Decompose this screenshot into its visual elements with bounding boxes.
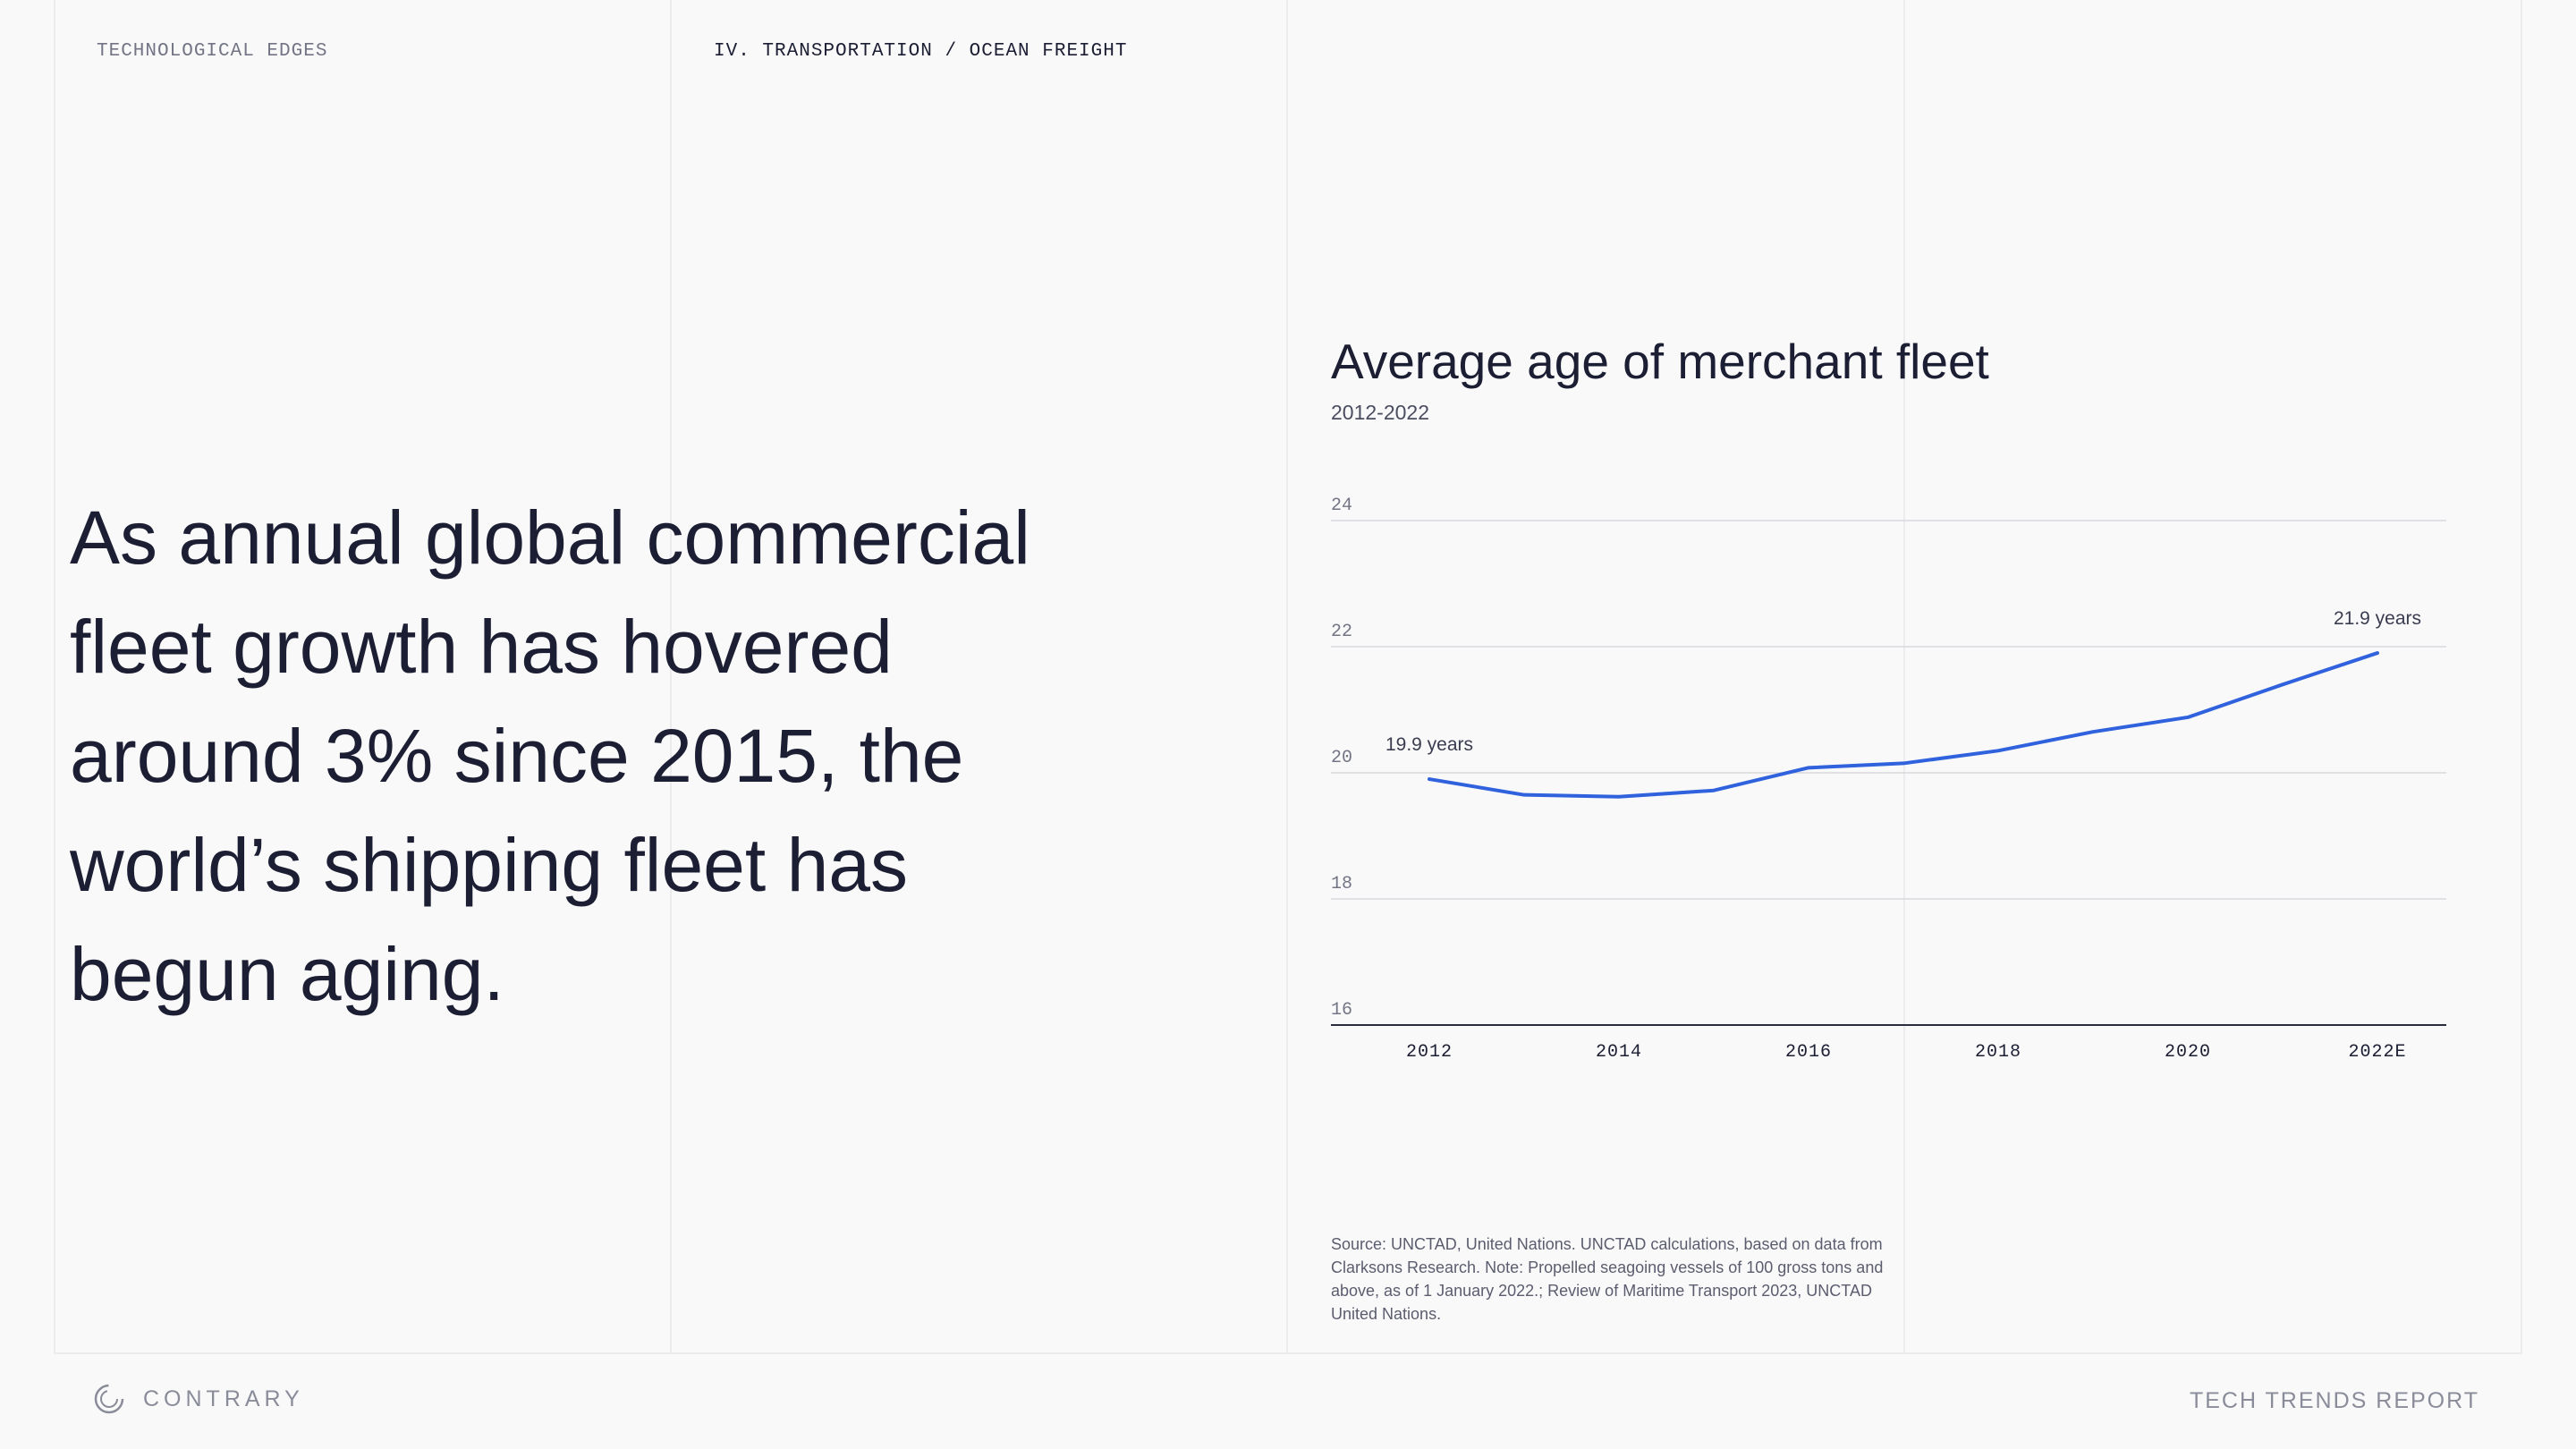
y-tick-label: 18 bbox=[1331, 874, 1352, 894]
headline: As annual global commercial fleet growth… bbox=[70, 496, 1030, 1016]
footer-divider bbox=[54, 1352, 2522, 1354]
x-tick-label: 2016 bbox=[1785, 1042, 1832, 1063]
y-tick-label: 16 bbox=[1331, 1000, 1352, 1021]
x-tick-label: 2014 bbox=[1596, 1042, 1642, 1063]
brand-name: CONTRARY bbox=[143, 1385, 304, 1411]
contrary-logo-icon bbox=[94, 1384, 124, 1414]
breadcrumb: IV. TRANSPORTATION / OCEAN FREIGHT bbox=[714, 41, 1128, 62]
grid-divider bbox=[670, 0, 672, 1352]
data-label: 21.9 years bbox=[2334, 608, 2421, 629]
x-tick-label: 2022E bbox=[2348, 1042, 2406, 1063]
category-label: TECHNOLOGICAL EDGES bbox=[97, 41, 328, 62]
chart-title: Average age of merchant fleet bbox=[1331, 334, 1989, 389]
grid-divider bbox=[1903, 0, 1905, 1352]
data-label: 19.9 years bbox=[1385, 734, 1473, 755]
y-tick-label: 20 bbox=[1331, 748, 1352, 768]
x-tick-label: 2020 bbox=[2165, 1042, 2211, 1063]
grid-divider bbox=[1286, 0, 1288, 1352]
series-line bbox=[1428, 651, 2379, 799]
y-tick-label: 24 bbox=[1331, 496, 1352, 516]
brand-logo[interactable]: CONTRARY bbox=[93, 1383, 304, 1415]
grid-divider bbox=[54, 0, 55, 1352]
grid-divider bbox=[2521, 0, 2522, 1352]
source-note: Source: UNCTAD, United Nations. UNCTAD c… bbox=[1331, 1235, 1884, 1323]
x-tick-label: 2012 bbox=[1406, 1042, 1453, 1063]
report-title: TECH TRENDS REPORT bbox=[2189, 1388, 2479, 1413]
chart-subtitle: 2012-2022 bbox=[1331, 401, 1429, 424]
x-tick-label: 2018 bbox=[1975, 1042, 2021, 1063]
y-tick-label: 22 bbox=[1331, 622, 1352, 642]
